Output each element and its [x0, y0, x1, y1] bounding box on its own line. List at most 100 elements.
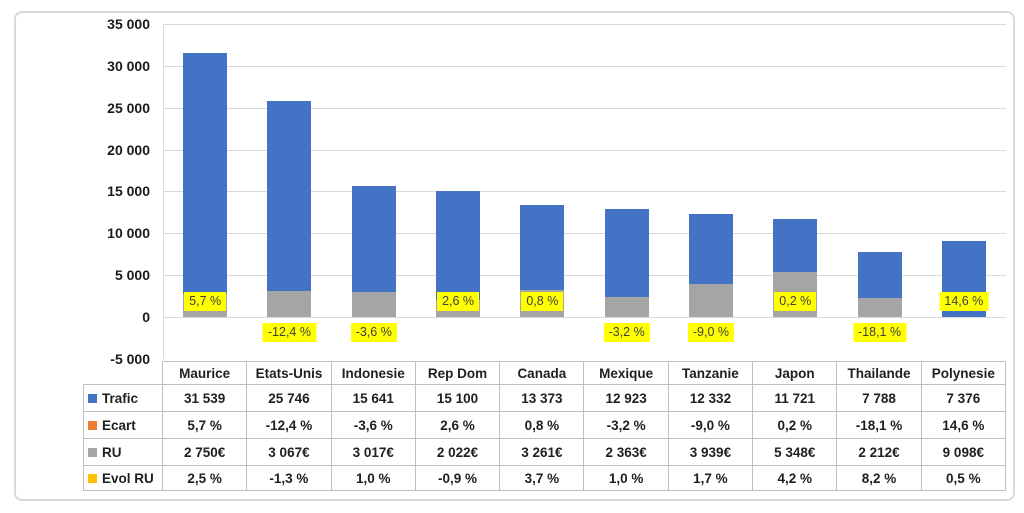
table-cell-Evol RU-Tanzanie: 1,7 %	[668, 466, 754, 491]
y-axis-tick-label: 10 000	[107, 225, 150, 242]
y-axis-tick-label: 30 000	[107, 57, 150, 74]
table-cell-Ecart-Polynesie: 14,6 %	[921, 412, 1006, 439]
table-cell-Trafic-Etats-Unis: 25 746	[247, 385, 332, 412]
table-cell-Evol RU-Etats-Unis: -1,3 %	[247, 466, 332, 491]
bar-ru-Thailande	[857, 298, 902, 317]
ecart-data-label-Tanzanie: -9,0 %	[687, 322, 735, 342]
ecart-data-label-Mexique: -3,2 %	[603, 322, 650, 342]
gridline	[163, 65, 1006, 67]
column-header-Thailande: Thailande	[837, 361, 922, 385]
table-cell-Trafic-Mexique: 12 923	[584, 385, 669, 412]
table-cell-Trafic-Indonesie: 15 641	[331, 385, 416, 412]
legend-row-label-RU: RU	[83, 439, 163, 466]
table-cell-Ecart-Indonesie: -3,6 %	[331, 412, 416, 439]
bar-ru-Tanzanie	[688, 284, 733, 317]
table-cell-Ecart-Rep Dom: 2,6 %	[415, 412, 501, 439]
legend-label-text: Evol RU	[102, 470, 154, 486]
figure-border	[14, 11, 1015, 501]
column-header-Etats-Unis: Etats-Unis	[247, 361, 332, 385]
table-cell-RU-Etats-Unis: 3 067€	[247, 439, 332, 466]
data-table: Maurice Etats-Unis Indonesie Rep Dom Canada M…	[83, 361, 1006, 491]
gridline	[163, 316, 1006, 318]
legend-swatch-RU	[88, 447, 97, 457]
column-header-Japon: Japon	[753, 361, 838, 385]
table-cell-RU-Rep Dom: 2 022€	[415, 439, 501, 466]
bar-trafic-Maurice	[183, 52, 228, 317]
column-header-Rep Dom: Rep Dom	[415, 361, 501, 385]
bar-ru-Indonesie	[351, 291, 396, 317]
column-header-Polynesie: Polynesie	[921, 361, 1006, 385]
y-axis-line	[163, 24, 164, 359]
table-cell-Trafic-Canada: 13 373	[500, 385, 585, 412]
gridline	[163, 275, 1006, 277]
ecart-data-label-Thailande: -18,1 %	[853, 322, 907, 342]
gridline	[163, 233, 1006, 235]
legend-row-label-Ecart: Ecart	[83, 412, 163, 439]
bar-trafic-Etats-Unis	[267, 101, 312, 317]
gridline	[163, 149, 1006, 151]
table-corner-cell	[83, 361, 163, 385]
table-cell-Ecart-Etats-Unis: -12,4 %	[247, 412, 332, 439]
column-header-Canada: Canada	[500, 361, 585, 385]
table-cell-RU-Indonesie: 3 017€	[331, 439, 416, 466]
legend-swatch-Ecart	[88, 420, 97, 430]
table-cell-RU-Maurice: 2 750€	[163, 439, 248, 466]
ecart-data-label-Maurice: 5,7 %	[184, 291, 227, 311]
table-cell-Evol RU-Canada: 3,7 %	[500, 466, 585, 491]
y-axis-tick-label: 20 000	[107, 141, 150, 158]
table-cell-Trafic-Polynesie: 7 376	[921, 385, 1006, 412]
legend-label-text: RU	[102, 444, 122, 460]
table-cell-Evol RU-Mexique: 1,0 %	[584, 466, 669, 491]
column-header-Maurice: Maurice	[163, 361, 248, 385]
ecart-data-label-Indonesie: -3,6 %	[350, 322, 397, 342]
y-axis-tick-label: 15 000	[107, 183, 150, 200]
legend-row-label-Trafic: Trafic	[83, 385, 163, 412]
column-header-Mexique: Mexique	[584, 361, 669, 385]
ecart-data-label-Polynesie: 14,6 %	[939, 291, 989, 311]
legend-swatch-Evol RU	[88, 473, 97, 483]
table-cell-Ecart-Canada: 0,8 %	[500, 412, 585, 439]
table-cell-RU-Thailande: 2 212€	[837, 439, 922, 466]
gridline	[163, 191, 1006, 193]
legend-label-text: Trafic	[102, 390, 139, 406]
table-cell-Ecart-Maurice: 5,7 %	[163, 412, 248, 439]
column-header-Indonesie: Indonesie	[331, 361, 416, 385]
gridline	[163, 107, 1006, 109]
table-cell-RU-Polynesie: 9 098€	[921, 439, 1006, 466]
y-axis-tick-label: -5 000	[110, 350, 150, 367]
bar-ru-Mexique	[604, 297, 649, 317]
table-cell-Evol RU-Japon: 4,2 %	[753, 466, 838, 491]
ecart-data-label-Canada: 0,8 %	[521, 291, 564, 311]
table-cell-Trafic-Tanzanie: 12 332	[668, 385, 754, 412]
column-header-Tanzanie: Tanzanie	[668, 361, 754, 385]
table-cell-RU-Mexique: 2 363€	[584, 439, 669, 466]
table-cell-Evol RU-Maurice: 2,5 %	[163, 466, 248, 491]
table-cell-Trafic-Thailande: 7 788	[837, 385, 922, 412]
y-axis-tick-label: 0	[142, 308, 150, 325]
table-cell-Ecart-Tanzanie: -9,0 %	[668, 412, 754, 439]
table-cell-Evol RU-Thailande: 8,2 %	[837, 466, 922, 491]
table-cell-Evol RU-Rep Dom: -0,9 %	[415, 466, 501, 491]
table-cell-RU-Tanzanie: 3 939€	[668, 439, 754, 466]
legend-swatch-Trafic	[88, 393, 97, 403]
ecart-data-label-Etats-Unis: -12,4 %	[262, 322, 316, 342]
ecart-data-label-Japon: 0,2 %	[774, 291, 817, 311]
legend-row-label-Evol RU: Evol RU	[83, 466, 163, 491]
table-cell-Evol RU-Polynesie: 0,5 %	[921, 466, 1006, 491]
table-cell-Trafic-Rep Dom: 15 100	[415, 385, 501, 412]
table-cell-Ecart-Japon: 0,2 %	[753, 412, 838, 439]
table-cell-RU-Japon: 5 348€	[753, 439, 838, 466]
table-cell-Ecart-Mexique: -3,2 %	[584, 412, 669, 439]
ecart-data-label-Rep Dom: 2,6 %	[437, 291, 480, 311]
y-axis-tick-label: 25 000	[107, 99, 150, 116]
gridline	[163, 24, 1006, 25]
bar-ru-Etats-Unis	[267, 291, 312, 317]
table-cell-Trafic-Maurice: 31 539	[163, 385, 248, 412]
table-cell-Evol RU-Indonesie: 1,0 %	[331, 466, 416, 491]
table-cell-RU-Canada: 3 261€	[500, 439, 585, 466]
table-cell-Trafic-Japon: 11 721	[753, 385, 838, 412]
y-axis-tick-label: 35 000	[107, 16, 150, 32]
legend-label-text: Ecart	[102, 417, 136, 433]
